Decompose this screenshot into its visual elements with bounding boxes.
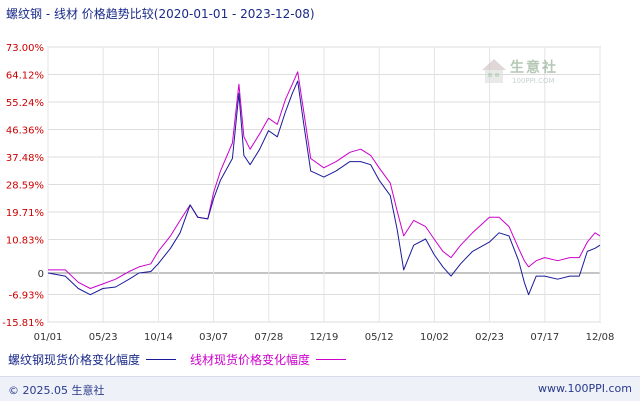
watermark-logo: 生意社 100PPI.COM xyxy=(480,56,580,90)
legend-label-rebar: 螺纹钢现货价格变化幅度 xyxy=(8,353,141,367)
title-text: 螺纹钢 - 线材 价格趋势比较 xyxy=(6,7,154,21)
x-tick-label: 05/23 xyxy=(89,332,118,343)
y-tick-label: -6.93% xyxy=(9,291,44,302)
y-tick-label: 28.59% xyxy=(6,181,44,192)
series-line-wire-rod xyxy=(48,71,601,289)
legend-swatch-wire-rod xyxy=(316,359,347,360)
x-tick-label: 03/07 xyxy=(199,332,228,343)
series-line-rebar xyxy=(47,80,601,296)
watermark-name: 生意社 xyxy=(510,60,558,76)
x-tick-label: 10/02 xyxy=(420,332,449,343)
x-tick-label: 07/28 xyxy=(254,332,283,343)
x-tick-label: 07/17 xyxy=(530,332,559,343)
x-tick-label: 10/14 xyxy=(144,332,173,343)
chart-legend: 螺纹钢现货价格变化幅度 线材现货价格变化幅度 xyxy=(8,351,347,368)
footer-site-link[interactable]: www.100PPI.com xyxy=(538,382,632,395)
x-tick-label: 12/19 xyxy=(310,332,339,343)
x-tick-label: 05/12 xyxy=(365,332,394,343)
date-range: (2020-01-01 - 2023-12-08) xyxy=(153,7,315,21)
y-tick-label: 55.24% xyxy=(6,98,44,109)
chart-title: 螺纹钢 - 线材 价格趋势比较(2020-01-01 - 2023-12-08) xyxy=(6,5,315,22)
legend-swatch-rebar xyxy=(146,359,177,360)
x-tick-label: 02/23 xyxy=(475,332,504,343)
y-tick-label: 64.12% xyxy=(6,70,44,81)
footer-copyright: © 2025.05 生意社 xyxy=(8,384,105,397)
y-tick-label: 10.83% xyxy=(6,236,44,247)
y-tick-label: -15.81% xyxy=(2,318,44,329)
house-icon xyxy=(482,59,506,83)
y-tick-label: 19.71% xyxy=(6,208,44,219)
y-tick-label: 0 xyxy=(38,269,44,280)
footer-bar: © 2025.05 生意社 www.100PPI.com xyxy=(0,376,640,401)
legend-label-wire-rod: 线材现货价格变化幅度 xyxy=(190,353,311,367)
x-tick-label: 01/01 xyxy=(34,332,63,343)
y-tick-label: 37.48% xyxy=(6,153,44,164)
y-tick-label: 73.00% xyxy=(6,43,44,54)
x-tick-label: 12/08 xyxy=(586,332,615,343)
watermark-url: 100PPI.COM xyxy=(512,77,555,85)
price-trend-chart: 73.00% 64.12% 55.24% 46.36% 37.48% 28.59% 19.7… xyxy=(2,43,615,343)
y-tick-label: 46.36% xyxy=(6,125,44,136)
